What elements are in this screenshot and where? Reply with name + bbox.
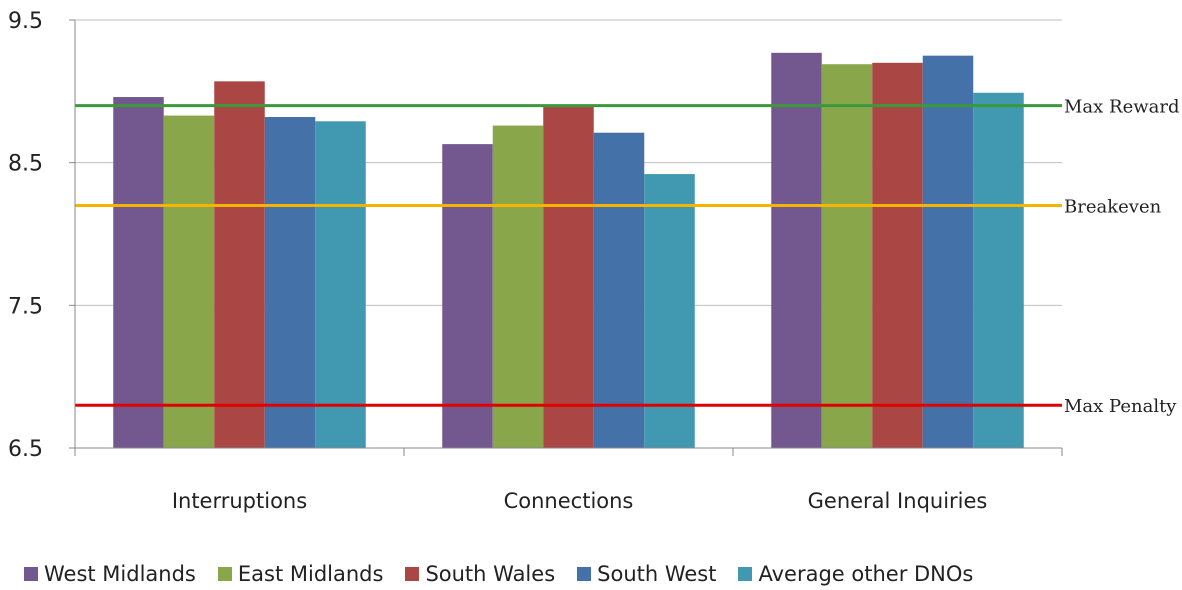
y-tick-label: 7.5 [8,294,43,319]
reference-lines: Max Reward Breakeven Max Penalty [75,97,1180,417]
bar [214,81,265,448]
x-category-label: Interruptions [172,489,307,513]
x-category-label: General Inquiries [808,489,988,513]
bar [113,97,164,448]
bars [113,52,1024,449]
bar [922,55,974,449]
bar [644,174,695,448]
reference-line-label: Max Reward [1064,97,1180,118]
y-tick-label: 9.5 [8,9,43,34]
bar [593,132,645,448]
legend-item: Average other DNOs [738,562,973,586]
legend-label: Average other DNOs [758,562,974,586]
bar-chart: Max Reward Breakeven Max Penalty 6.5 7.5 8.5… [8,9,1180,513]
legend-label: East Midlands [237,562,384,586]
bar [163,115,215,448]
legend-label: West Midlands [44,562,196,586]
bar [264,117,316,448]
y-tick-label: 6.5 [8,437,43,462]
axes: 6.5 7.5 8.5 9.5 Interruptions Connections Gene… [8,9,1063,513]
reference-line-label: Breakeven [1064,196,1162,217]
x-category-label: Connections [504,489,634,513]
legend-swatch [577,567,592,581]
bar [543,107,594,448]
legend-item: South Wales [405,562,555,586]
legend: West Midlands East Midlands South Wales Sou… [24,562,995,586]
bar [442,144,493,448]
bar [872,62,923,449]
legend-label: South Wales [425,562,556,586]
legend-item: East Midlands [217,562,384,586]
bar [492,125,544,448]
legend-label: South West [597,562,717,586]
y-tick-label: 8.5 [8,152,43,177]
legend-item: South West [577,562,716,586]
bar [973,92,1024,448]
legend-swatch [24,567,38,581]
legend-swatch [217,567,232,581]
legend-swatch [738,567,753,581]
bar [821,64,873,448]
legend-item: West Midlands [24,562,196,586]
bar [315,121,366,448]
legend-swatch [405,567,420,581]
bar [771,52,822,449]
reference-line-label: Max Penalty [1064,396,1177,417]
